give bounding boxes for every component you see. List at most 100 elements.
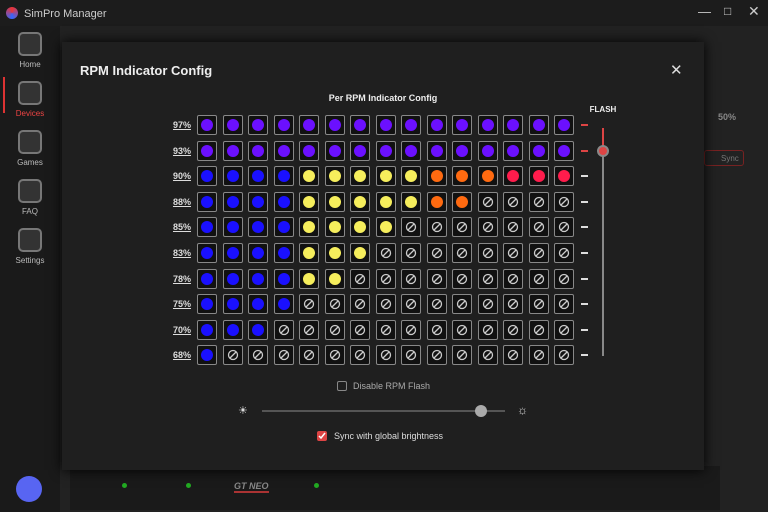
led-cell[interactable] [222,191,243,212]
flash-knob[interactable] [597,144,609,157]
led-cell[interactable] [299,268,319,289]
sync-checkbox[interactable] [317,431,327,441]
led-cell[interactable] [528,191,549,212]
led-cell[interactable] [222,217,243,238]
led-cell[interactable] [375,217,396,238]
led-cell[interactable] [477,319,498,340]
row-label[interactable]: 83% [172,248,191,258]
led-cell[interactable] [426,115,447,135]
led-cell[interactable] [528,140,549,161]
led-cell[interactable] [477,140,498,161]
led-cell[interactable] [375,319,396,340]
led-cell[interactable] [477,294,498,315]
led-cell[interactable] [452,319,472,340]
led-cell[interactable] [426,319,447,340]
row-label[interactable]: 88% [172,196,191,207]
maximize[interactable]: □ [724,4,732,18]
led-cell[interactable] [375,166,396,187]
led-cell[interactable] [222,345,243,366]
nav-item[interactable]: Games [0,130,60,167]
led-cell[interactable] [375,243,396,263]
row-label[interactable]: 93% [172,145,191,156]
led-cell[interactable] [222,140,243,161]
led-cell[interactable] [554,268,574,289]
led-cell[interactable] [452,191,472,212]
led-cell[interactable] [197,319,217,340]
led-cell[interactable] [197,115,217,135]
led-cell[interactable] [197,294,217,315]
led-cell[interactable] [299,115,319,135]
nav-item[interactable]: Home [0,32,60,69]
close-dialog[interactable]: ✕ [670,62,683,79]
led-cell[interactable] [401,140,421,161]
row-label[interactable]: 78% [172,273,191,284]
led-cell[interactable] [528,217,549,238]
led-cell[interactable] [477,166,498,187]
led-cell[interactable] [324,217,345,238]
led-cell[interactable] [273,243,294,263]
led-cell[interactable] [273,166,294,187]
led-cell[interactable] [197,166,217,187]
discord-button[interactable] [16,476,42,502]
led-cell[interactable] [375,268,396,289]
led-cell[interactable] [299,166,319,187]
led-cell[interactable] [452,115,472,135]
led-cell[interactable] [299,319,319,340]
led-cell[interactable] [477,191,498,212]
led-cell[interactable] [503,115,523,135]
row-label[interactable]: 75% [172,299,191,310]
led-cell[interactable] [350,319,370,340]
led-cell[interactable] [554,217,574,238]
led-cell[interactable] [248,140,268,161]
led-cell[interactable] [452,345,472,366]
led-cell[interactable] [324,166,345,187]
led-cell[interactable] [401,319,421,340]
led-cell[interactable] [401,294,421,315]
led-cell[interactable] [248,191,268,212]
led-cell[interactable] [503,319,523,340]
led-cell[interactable] [350,166,370,187]
led-cell[interactable] [299,294,319,315]
minimize[interactable]: — [698,4,711,19]
led-cell[interactable] [197,268,217,289]
led-cell[interactable] [197,140,217,161]
led-cell[interactable] [554,166,574,187]
led-cell[interactable] [503,217,523,238]
led-cell[interactable] [375,115,396,135]
led-cell[interactable] [197,217,217,238]
led-cell[interactable] [528,166,549,187]
led-cell[interactable] [273,115,294,135]
led-cell[interactable] [554,140,574,161]
led-cell[interactable] [273,294,294,315]
led-cell[interactable] [324,345,345,366]
led-cell[interactable] [554,243,574,263]
led-cell[interactable] [299,345,319,366]
led-cell[interactable] [503,140,523,161]
led-cell[interactable] [248,115,268,135]
led-cell[interactable] [528,345,549,366]
led-cell[interactable] [426,345,447,366]
led-cell[interactable] [324,243,345,263]
led-cell[interactable] [503,268,523,289]
led-cell[interactable] [503,166,523,187]
led-cell[interactable] [324,140,345,161]
led-cell[interactable] [554,115,574,135]
led-cell[interactable] [273,191,294,212]
led-cell[interactable] [324,294,345,315]
led-cell[interactable] [503,294,523,315]
led-cell[interactable] [248,166,268,187]
led-cell[interactable] [503,243,523,263]
led-cell[interactable] [426,191,447,212]
sync-button[interactable]: Sync [704,150,744,166]
led-cell[interactable] [248,294,268,315]
row-label[interactable]: 68% [172,350,191,361]
led-cell[interactable] [324,191,345,212]
led-cell[interactable] [273,217,294,238]
led-cell[interactable] [452,268,472,289]
led-cell[interactable] [299,217,319,238]
led-cell[interactable] [375,191,396,212]
led-cell[interactable] [248,268,268,289]
led-cell[interactable] [350,191,370,212]
led-cell[interactable] [528,319,549,340]
led-cell[interactable] [401,243,421,263]
